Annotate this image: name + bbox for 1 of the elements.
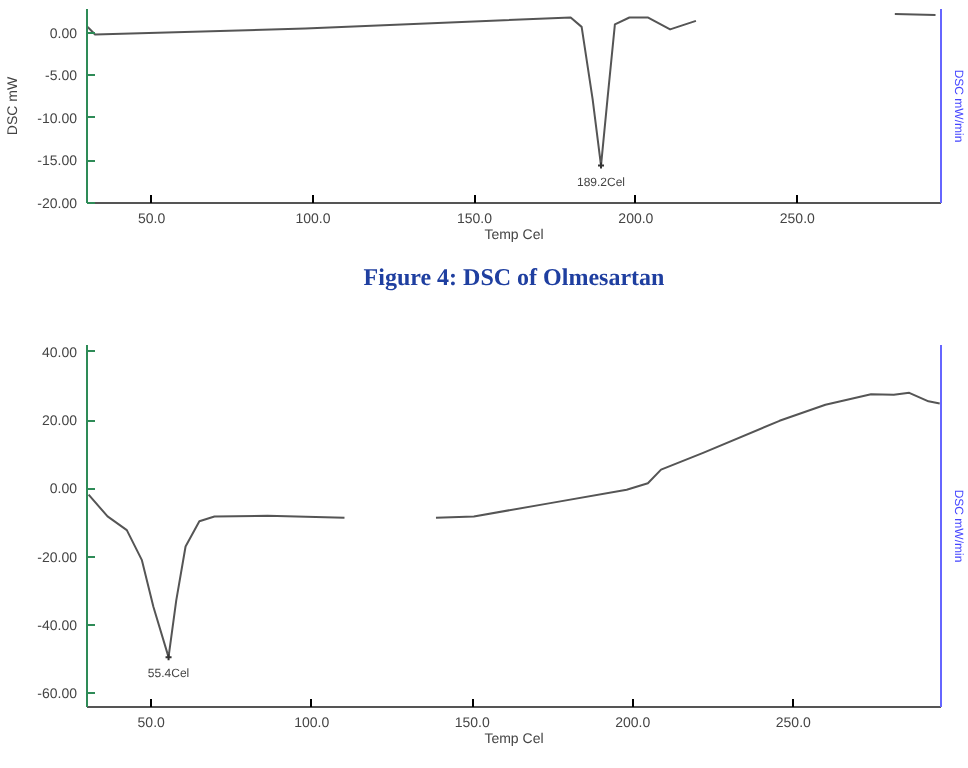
caption: Figure 4: DSC of Olmesartan [363,263,666,291]
